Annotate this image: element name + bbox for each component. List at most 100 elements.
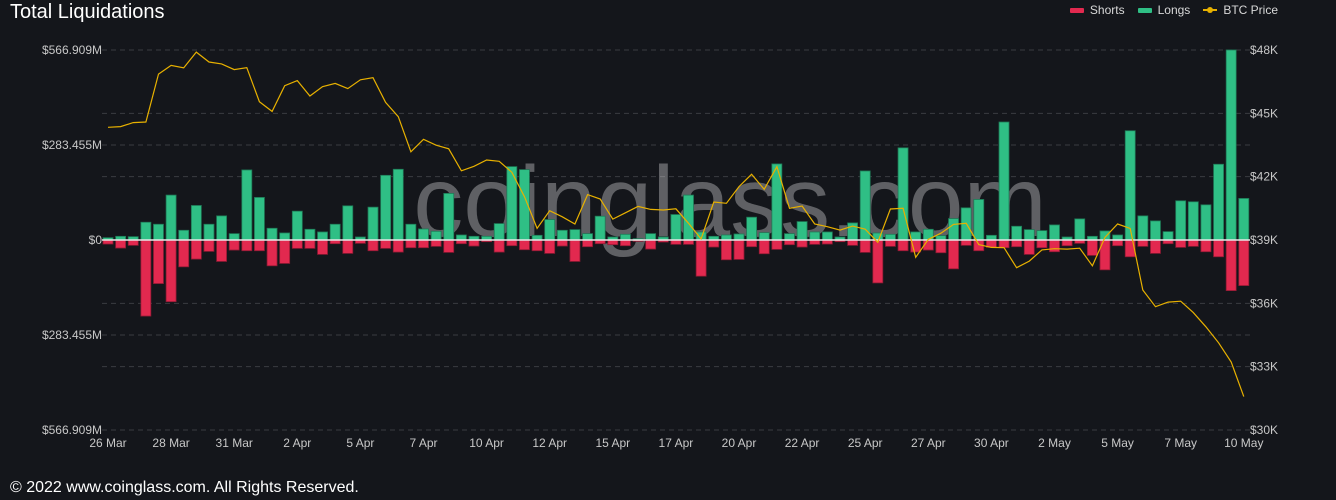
long-bar: [784, 233, 795, 241]
long-bar: [1124, 130, 1136, 241]
long-bar: [241, 169, 253, 241]
long-bar: [329, 223, 341, 241]
short-bar: [645, 239, 657, 250]
short-bar: [733, 239, 745, 260]
right-axis-tick-label: $45K: [1250, 106, 1278, 120]
long-bar: [228, 233, 240, 241]
short-bar: [493, 239, 505, 253]
btc-price-line-icon: [1203, 7, 1218, 13]
short-bar: [1187, 239, 1199, 247]
short-bar: [1049, 239, 1060, 253]
x-axis-tick-label: 26 Mar: [89, 436, 126, 450]
x-axis-tick-label: 27 Apr: [911, 436, 946, 450]
x-axis-tick-label: 31 Mar: [216, 436, 253, 450]
short-bar: [885, 239, 896, 247]
short-bar: [531, 239, 543, 252]
short-bar: [1175, 239, 1187, 248]
long-bar: [1011, 225, 1023, 241]
long-bar: [897, 147, 909, 241]
short-bar: [317, 239, 328, 255]
long-bar: [746, 216, 758, 241]
legend-item-btc-price[interactable]: BTC Price: [1203, 3, 1278, 17]
short-bar: [291, 239, 303, 249]
long-bar: [291, 210, 303, 241]
short-bar: [948, 239, 959, 270]
long-bar: [1023, 229, 1035, 241]
long-bar: [556, 229, 568, 241]
long-bar: [796, 221, 808, 241]
short-bar: [153, 239, 164, 284]
short-bar: [228, 239, 240, 251]
x-axis-tick-label: 5 May: [1101, 436, 1134, 450]
short-bar: [1225, 239, 1237, 292]
long-bar: [594, 215, 606, 241]
long-bar: [254, 197, 265, 241]
x-axis-tick-label: 22 Apr: [785, 436, 820, 450]
short-bar: [569, 239, 581, 262]
long-bar: [304, 228, 316, 241]
long-bar: [885, 233, 896, 241]
x-axis-tick-label: 15 Apr: [595, 436, 630, 450]
long-bar: [392, 168, 404, 241]
short-bar: [620, 239, 631, 247]
long-bar: [405, 223, 417, 241]
copyright-footer: © 2022 www.coinglass.com. All Rights Res…: [10, 479, 359, 496]
long-bar: [1162, 231, 1174, 241]
short-bar: [115, 239, 127, 249]
long-bar: [771, 163, 783, 241]
short-bar: [190, 239, 202, 260]
long-bar: [1225, 49, 1237, 241]
long-bar: [544, 219, 556, 241]
x-axis-tick-label: 10 May: [1224, 436, 1263, 450]
right-axis-tick-label: $36K: [1250, 296, 1278, 310]
short-bar: [367, 239, 379, 252]
long-bar: [670, 214, 682, 241]
left-axis-tick-label: $0: [89, 233, 103, 247]
long-bar: [1187, 201, 1199, 241]
short-bar: [998, 239, 1010, 249]
long-bar: [733, 233, 745, 241]
legend-item-longs[interactable]: Longs: [1137, 3, 1191, 17]
long-bar: [847, 222, 858, 241]
x-axis-tick-label: 5 Apr: [346, 436, 374, 450]
x-axis-tick-label: 2 Apr: [283, 436, 311, 450]
long-bar: [1213, 163, 1224, 241]
long-bar: [165, 194, 177, 241]
long-bar: [455, 234, 467, 241]
right-axis-tick-label: $39K: [1250, 233, 1278, 247]
long-bar: [367, 206, 379, 241]
long-bar: [569, 229, 581, 241]
long-bar: [973, 199, 985, 241]
x-axis-tick-label: 17 Apr: [659, 436, 694, 450]
x-axis-tick-label: 7 Apr: [409, 436, 437, 450]
short-bar: [342, 239, 354, 254]
long-bar: [910, 231, 922, 241]
short-bar: [443, 239, 455, 253]
shorts-swatch-icon: [1069, 7, 1084, 13]
right-axis-tick-label: $42K: [1250, 170, 1278, 184]
long-bar: [998, 121, 1010, 241]
short-bar: [266, 239, 278, 267]
long-bar: [430, 230, 442, 241]
short-bar: [254, 239, 265, 252]
short-bar: [279, 239, 291, 264]
long-bar: [493, 223, 505, 241]
short-bar: [1238, 239, 1250, 286]
short-bar: [746, 239, 758, 248]
legend-label-longs: Longs: [1157, 3, 1191, 17]
short-bar: [1011, 239, 1023, 248]
short-bar: [758, 239, 770, 255]
short-bar: [468, 239, 480, 247]
legend-item-shorts[interactable]: Shorts: [1069, 3, 1125, 17]
long-bar: [1150, 220, 1161, 241]
short-bar: [847, 239, 858, 246]
long-bar: [203, 223, 215, 241]
long-bar: [317, 231, 328, 241]
long-bar: [1036, 230, 1048, 241]
short-bar: [796, 239, 808, 248]
long-bar: [1200, 204, 1212, 241]
short-bar: [935, 239, 947, 254]
short-bar: [897, 239, 909, 252]
long-bar: [190, 205, 202, 241]
x-axis-tick-label: 30 Apr: [974, 436, 1009, 450]
